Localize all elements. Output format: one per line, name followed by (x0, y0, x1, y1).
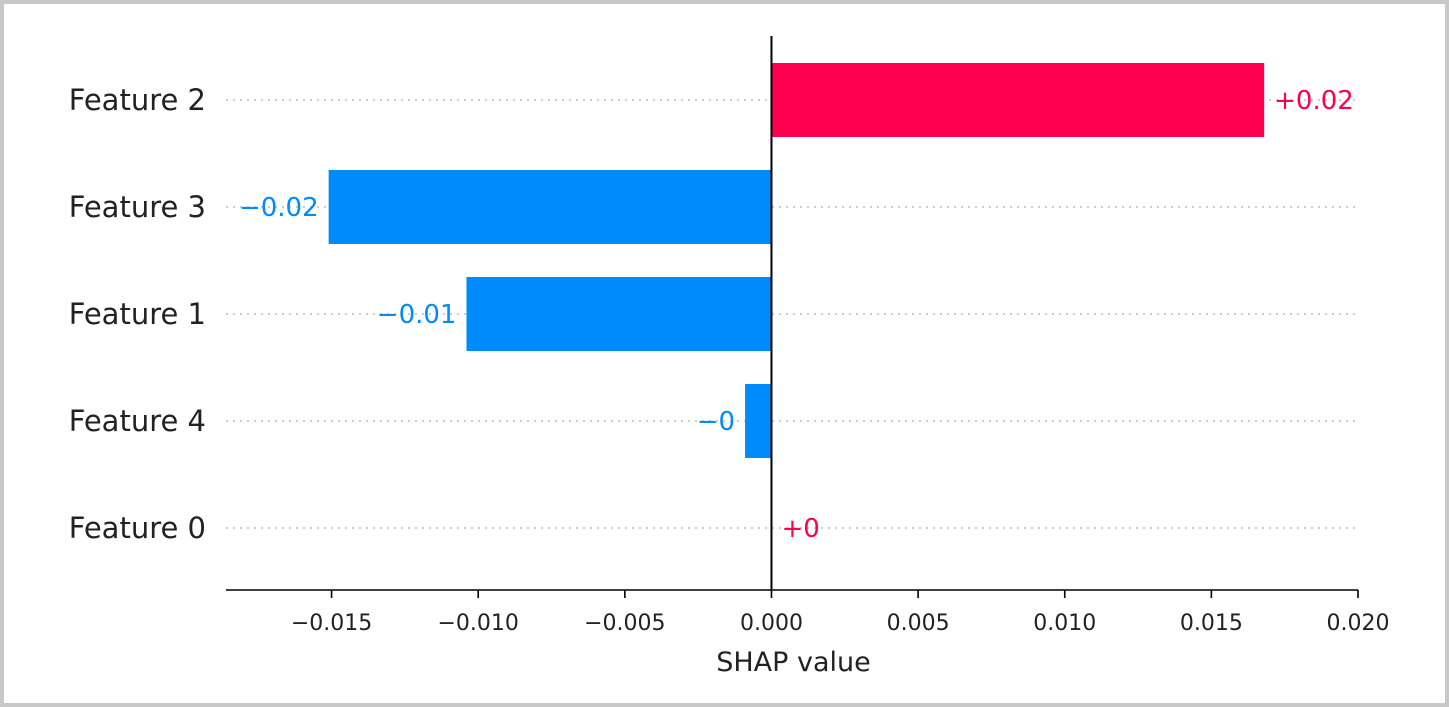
category-labels: Feature 2 Feature 3 Feature 1 Feature 4 Feat… (69, 83, 206, 545)
x-tick-label: 0.015 (1180, 611, 1243, 636)
bar-feature-4 (745, 384, 772, 458)
x-ticks: −0.015 −0.010 −0.005 0.000 0.005 0.010 0.015 0.… (291, 590, 1390, 636)
value-label: −0.01 (377, 300, 457, 330)
x-tick-label: −0.005 (584, 611, 665, 636)
x-tick-label: −0.015 (291, 611, 372, 636)
bar-feature-3 (328, 170, 772, 244)
x-tick-label: −0.010 (437, 611, 518, 636)
category-label: Feature 1 (69, 297, 206, 331)
bars (328, 63, 1265, 458)
x-axis-label: SHAP value (716, 647, 871, 678)
x-tick-label: 0.000 (740, 611, 803, 636)
value-label: +0 (781, 514, 819, 544)
category-label: Feature 3 (69, 190, 206, 224)
x-tick-label: 0.010 (1033, 611, 1096, 636)
value-labels: +0.02 −0.02 −0.01 −0 +0 (239, 86, 1354, 544)
x-tick-label: 0.020 (1327, 611, 1390, 636)
value-label: −0.02 (239, 193, 319, 223)
bar-feature-2 (771, 63, 1265, 137)
value-label: −0 (697, 407, 735, 437)
x-tick-label: 0.005 (887, 611, 950, 636)
bar-feature-1 (466, 277, 772, 351)
value-label: +0.02 (1274, 86, 1354, 116)
category-label: Feature 4 (69, 404, 206, 438)
category-label: Feature 2 (69, 83, 206, 117)
category-label: Feature 0 (69, 511, 206, 545)
